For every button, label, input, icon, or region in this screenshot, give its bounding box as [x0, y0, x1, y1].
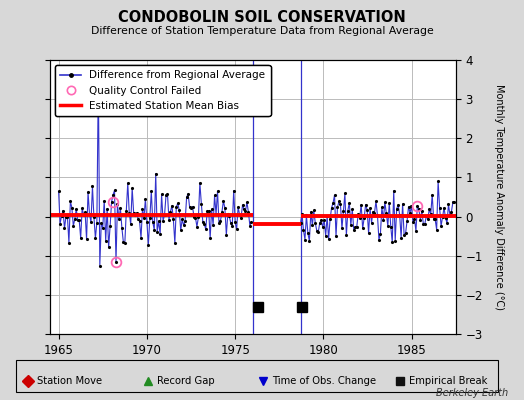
Text: ◆: ◆	[23, 376, 30, 386]
Text: Record Gap: Record Gap	[157, 376, 215, 386]
Text: Difference of Station Temperature Data from Regional Average: Difference of Station Temperature Data f…	[91, 26, 433, 36]
Text: Empirical Break: Empirical Break	[409, 376, 487, 386]
Text: CONDOBOLIN SOIL CONSERVATION: CONDOBOLIN SOIL CONSERVATION	[118, 10, 406, 25]
Y-axis label: Monthly Temperature Anomaly Difference (°C): Monthly Temperature Anomaly Difference (…	[494, 84, 504, 310]
Text: Time of Obs. Change: Time of Obs. Change	[272, 376, 377, 386]
Legend: Difference from Regional Average, Quality Control Failed, Estimated Station Mean: Difference from Regional Average, Qualit…	[55, 65, 270, 116]
Text: Berkeley Earth: Berkeley Earth	[436, 388, 508, 398]
Text: Station Move: Station Move	[37, 376, 102, 386]
